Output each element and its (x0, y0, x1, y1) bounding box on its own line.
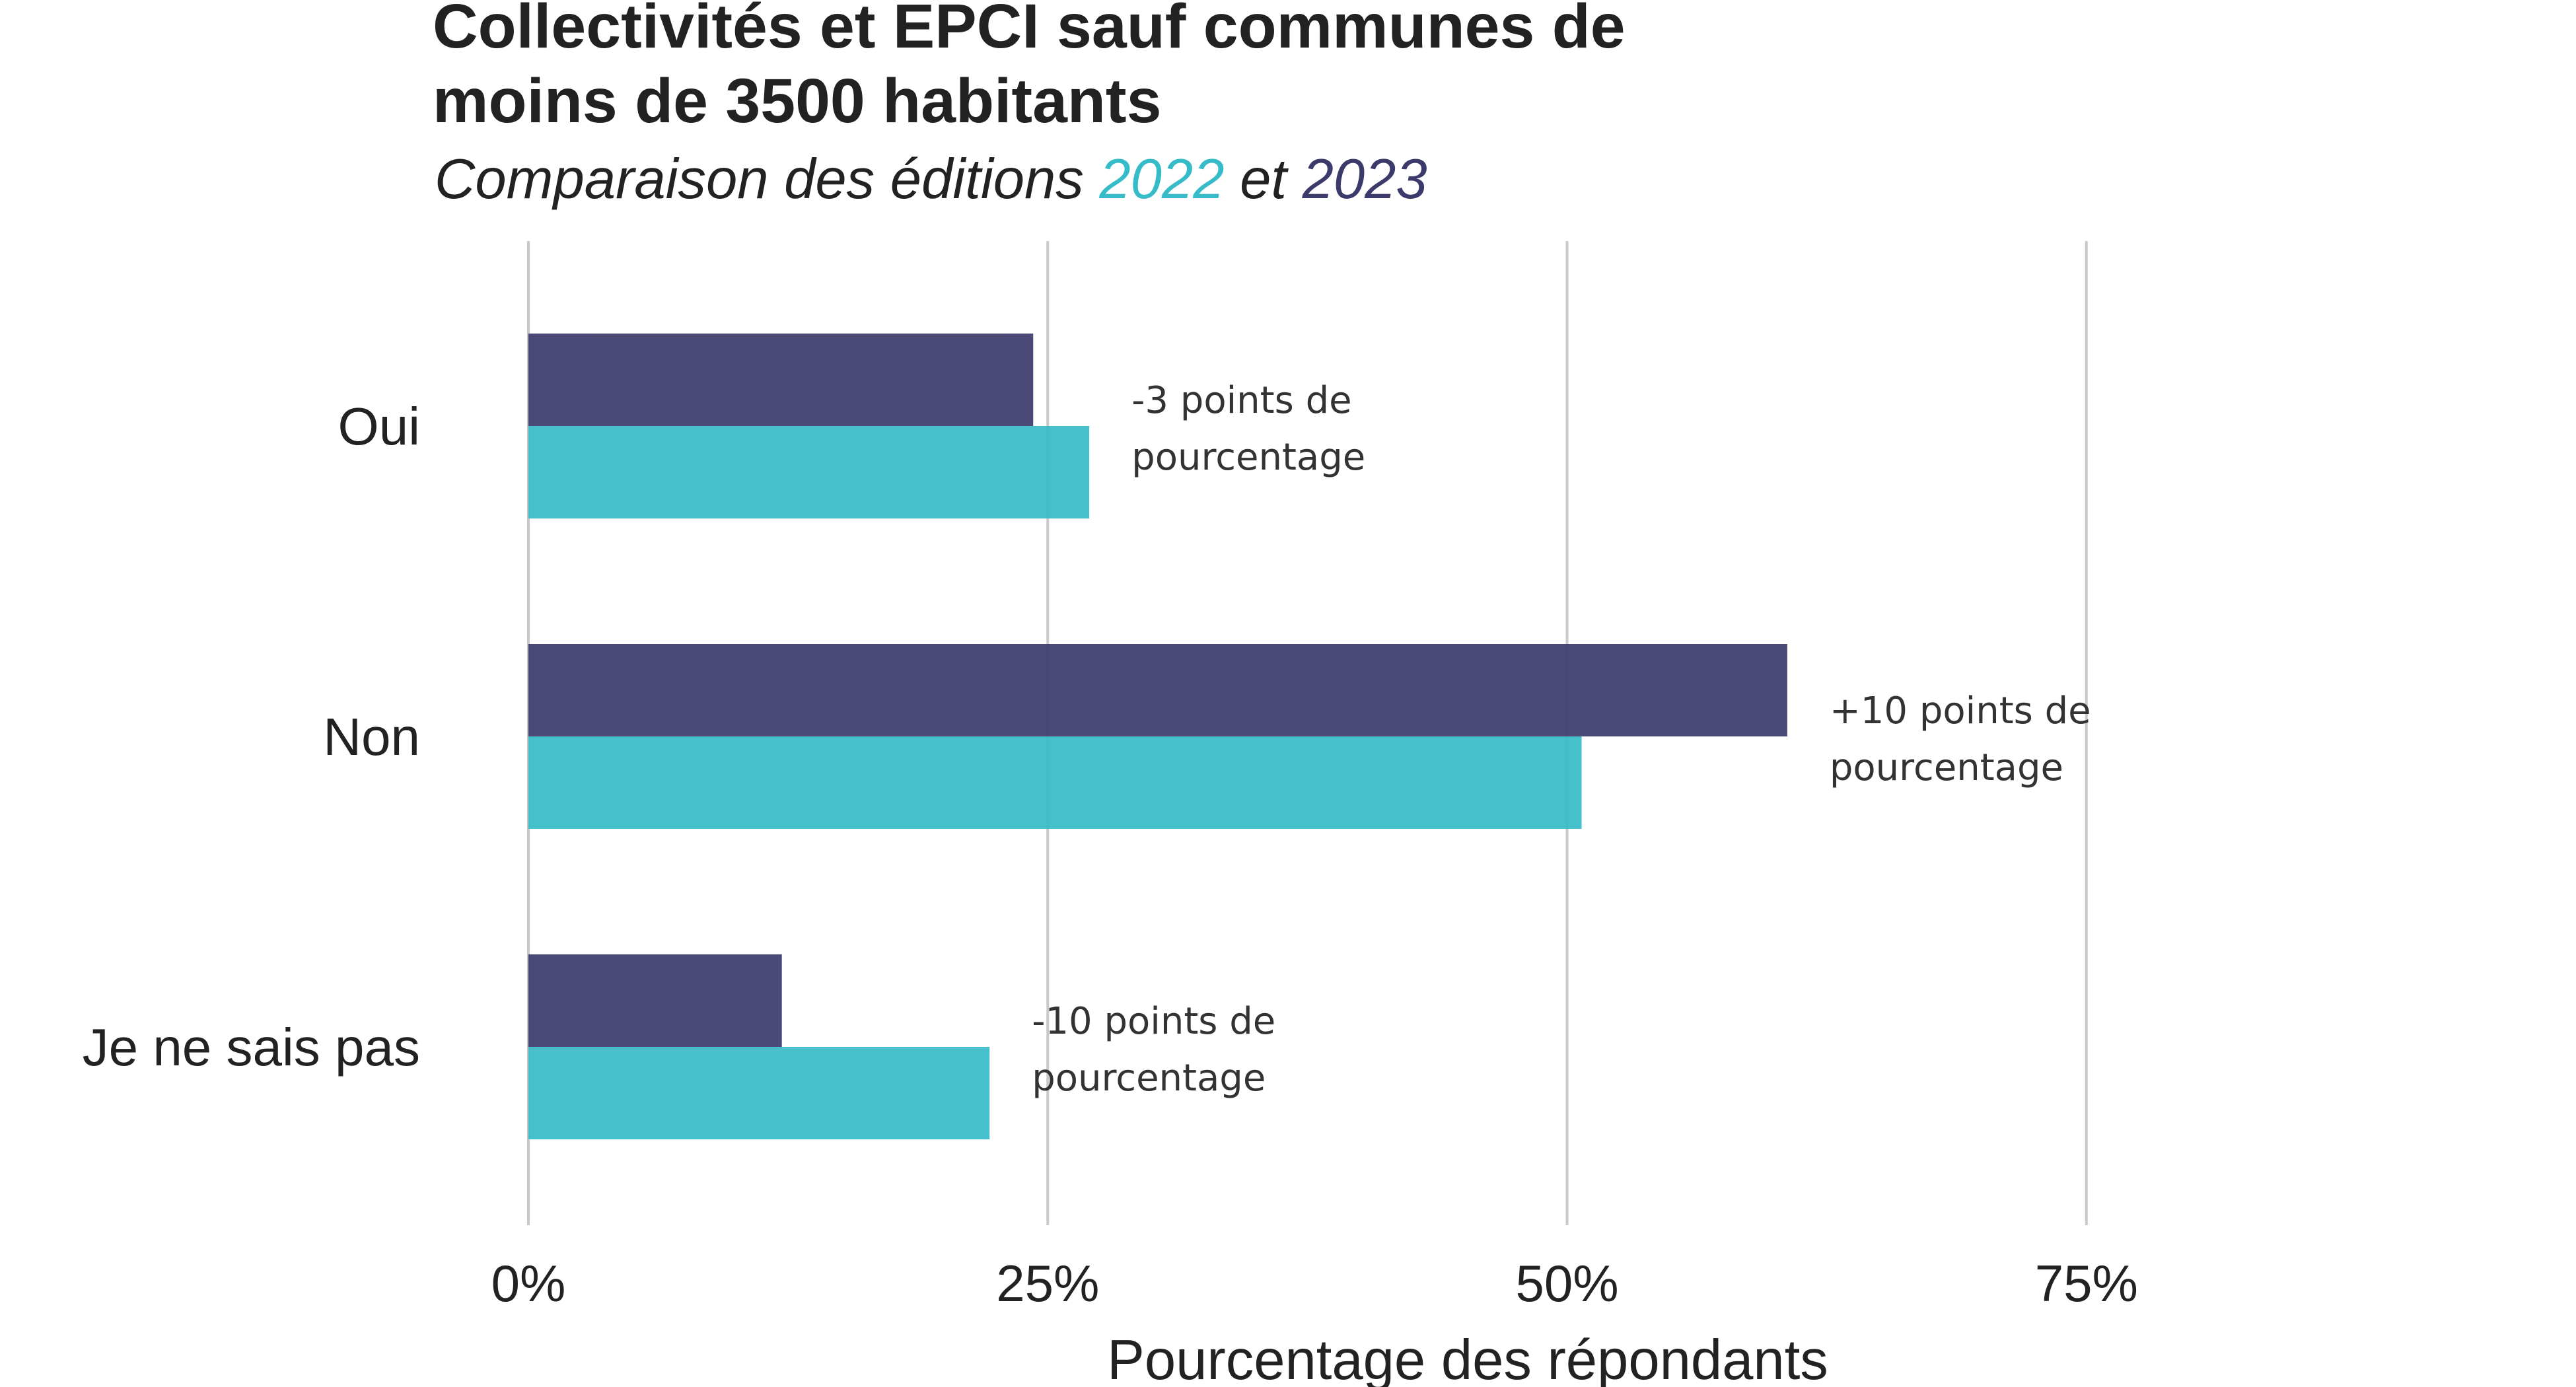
category-labels: Oui Non Je ne sais pas (83, 397, 420, 1077)
x-tick-label: 75% (2035, 1254, 2138, 1312)
annotation-line: pourcentage (1032, 1057, 1266, 1100)
annotations: -3 points de pourcentage +10 points de pour… (1032, 379, 2091, 1100)
bar-2023 (528, 334, 1034, 426)
x-axis-title: Pourcentage des répondants (1107, 1329, 1828, 1387)
difference-annotation: -3 points de pourcentage (1131, 379, 1365, 479)
bar-2022 (528, 426, 1090, 518)
subtitle-year-2023: 2023 (1302, 148, 1427, 211)
subtitle-prefix: Comparaison des éditions (435, 148, 1099, 211)
bar-2022 (528, 736, 1582, 829)
annotation-line: pourcentage (1830, 746, 2063, 789)
bar-2023 (528, 644, 1787, 736)
bars (528, 334, 1787, 1139)
annotation-line: -10 points de (1032, 1000, 1275, 1043)
difference-annotation: -10 points de pourcentage (1032, 1000, 1275, 1100)
annotation-line: pourcentage (1131, 436, 1365, 479)
annotation-line: -3 points de (1131, 379, 1351, 422)
subtitle-year-2022: 2022 (1098, 148, 1224, 211)
category-label: Non (323, 707, 420, 766)
x-tick-label: 0% (491, 1254, 566, 1312)
chart-title-line-1: Collectivités et EPCI sauf communes de (433, 0, 1626, 61)
bar-2022 (528, 1047, 990, 1139)
annotation-line: +10 points de (1830, 690, 2091, 732)
category-label: Je ne sais pas (83, 1018, 420, 1077)
chart-title-line-2: moins de 3500 habitants (433, 66, 1161, 136)
chart-subtitle: Comparaison des éditions 2022 et 2023 (435, 148, 1427, 211)
bar-2023 (528, 954, 782, 1047)
category-label: Oui (338, 397, 421, 456)
x-tick-label: 50% (1515, 1254, 1618, 1312)
subtitle-middle: et (1224, 148, 1302, 211)
difference-annotation: +10 points de pourcentage (1830, 690, 2091, 789)
x-tick-label: 25% (996, 1254, 1099, 1312)
x-tick-labels: 0% 25% 50% 75% (491, 1254, 2138, 1312)
